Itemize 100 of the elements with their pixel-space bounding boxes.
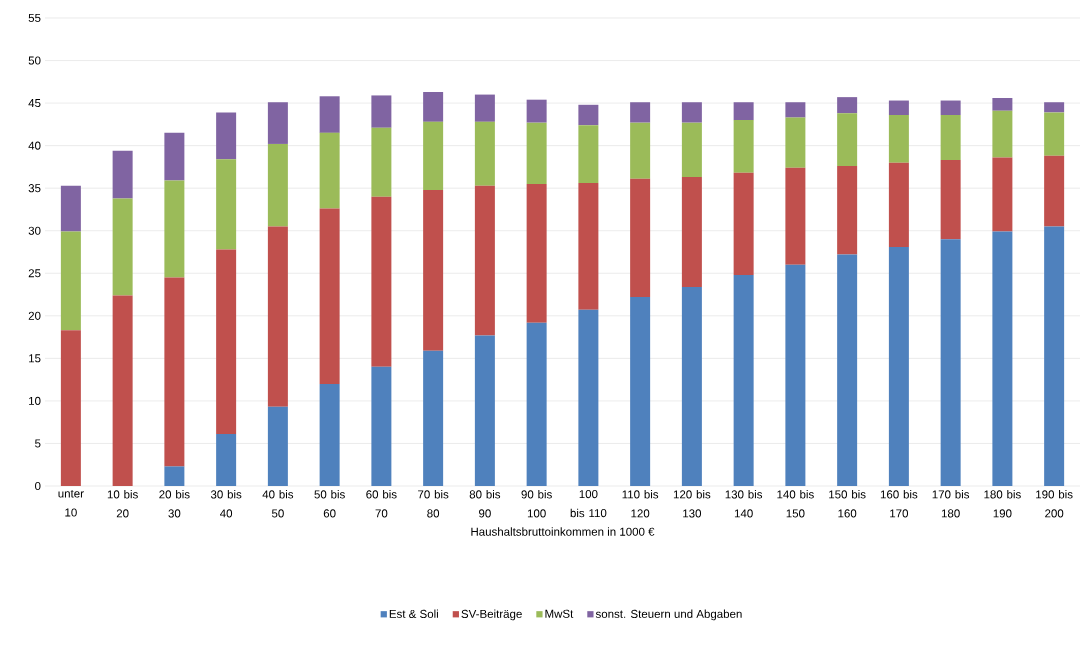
bar xyxy=(60,231,81,331)
bar xyxy=(992,110,1013,158)
y-tick-label: 40 xyxy=(28,141,41,150)
y-tick-label: 50 xyxy=(28,56,41,65)
x-tick-label: unter 10 xyxy=(58,490,84,517)
y-tick-label: 10 xyxy=(29,396,41,405)
legend-label: MwSt xyxy=(545,609,574,618)
bar xyxy=(216,159,237,250)
bar xyxy=(681,177,702,287)
bar xyxy=(1044,226,1065,486)
bar xyxy=(785,117,806,168)
bar xyxy=(526,183,547,323)
bar xyxy=(423,189,444,351)
bar xyxy=(474,185,495,336)
legend-label: Est & Soli xyxy=(389,609,438,618)
bar xyxy=(474,335,495,486)
bar xyxy=(267,143,288,227)
x-tick-label: 150 bis 160 xyxy=(829,490,866,518)
bar xyxy=(1044,102,1065,113)
bar xyxy=(164,132,185,181)
y-tick-label: 45 xyxy=(28,99,41,108)
bar xyxy=(630,178,651,298)
bar xyxy=(630,297,651,486)
bar xyxy=(1044,112,1065,156)
x-tick-label: 20 bis 30 xyxy=(159,490,190,518)
bar xyxy=(888,246,909,486)
x-tick-label: 10 bis 20 xyxy=(107,490,138,518)
bar xyxy=(940,100,961,115)
x-axis-title: Haushaltsbruttoinkommen in 1000 € xyxy=(471,527,655,536)
x-tick-label: 110 bis 120 xyxy=(622,490,659,518)
bar xyxy=(837,254,858,486)
bar xyxy=(630,102,651,123)
bar xyxy=(474,94,495,122)
y-tick-label: 0 xyxy=(35,481,41,491)
bar xyxy=(940,239,961,486)
bar xyxy=(837,166,858,255)
bar xyxy=(216,249,237,435)
bar xyxy=(267,406,288,486)
bar xyxy=(992,231,1013,486)
bar xyxy=(888,100,909,115)
bar xyxy=(940,115,961,161)
bar xyxy=(371,95,392,128)
bar xyxy=(578,125,599,184)
bar xyxy=(578,104,599,126)
bar xyxy=(371,196,392,367)
bar xyxy=(785,264,806,486)
bar xyxy=(216,434,237,486)
bar xyxy=(216,112,237,160)
bar xyxy=(371,127,392,197)
bar xyxy=(526,322,547,486)
bar xyxy=(888,162,909,247)
bar xyxy=(319,96,340,133)
bar xyxy=(371,366,392,486)
x-tick-label: 130 bis 140 xyxy=(725,490,763,518)
bar xyxy=(267,226,288,407)
x-tick-label: 180 bis 190 xyxy=(984,490,1021,518)
x-tick-label: 170 bis 180 xyxy=(932,490,970,518)
bar xyxy=(785,167,806,265)
y-tick-label: 5 xyxy=(35,439,41,448)
x-tick-label: 40 bis 50 xyxy=(262,490,294,518)
x-tick-label: 140 bis 150 xyxy=(777,490,814,518)
x-tick-label: 60 bis 70 xyxy=(366,490,397,518)
bar xyxy=(60,185,81,232)
x-tick-label: 30 bis 40 xyxy=(210,490,242,518)
x-tick-label: 190 bis 200 xyxy=(1036,490,1073,518)
bar xyxy=(164,277,185,467)
bar xyxy=(1044,155,1065,227)
bar xyxy=(423,350,444,486)
bar xyxy=(578,309,599,486)
bar xyxy=(992,97,1013,111)
bar xyxy=(164,466,185,486)
bar xyxy=(526,99,547,123)
bar xyxy=(681,286,702,486)
bar xyxy=(319,208,340,384)
bar xyxy=(785,102,806,118)
x-tick-label: 90 bis 100 xyxy=(521,490,552,518)
bar xyxy=(733,120,754,173)
bar xyxy=(630,122,651,179)
bar xyxy=(888,115,909,163)
bar xyxy=(733,172,754,275)
y-tick-label: 25 xyxy=(28,269,41,278)
bar xyxy=(423,92,444,122)
bar xyxy=(267,102,288,144)
x-tick-label: 50 bis 60 xyxy=(314,490,345,518)
bar xyxy=(319,383,340,486)
y-tick-label: 35 xyxy=(28,184,41,193)
bar xyxy=(112,198,133,296)
bar xyxy=(681,122,702,178)
bar xyxy=(733,274,754,486)
bar xyxy=(112,295,133,486)
y-tick-label: 55 xyxy=(28,13,41,23)
x-tick-label: 160 bis 170 xyxy=(880,490,918,518)
bar xyxy=(60,330,81,486)
bar xyxy=(733,102,754,121)
bar xyxy=(474,121,495,186)
bar xyxy=(837,97,858,114)
y-tick-label: 30 xyxy=(28,226,41,235)
bar xyxy=(940,160,961,240)
legend-label: SV-Beiträge xyxy=(461,609,522,621)
x-tick-label: 120 bis 130 xyxy=(673,490,711,518)
